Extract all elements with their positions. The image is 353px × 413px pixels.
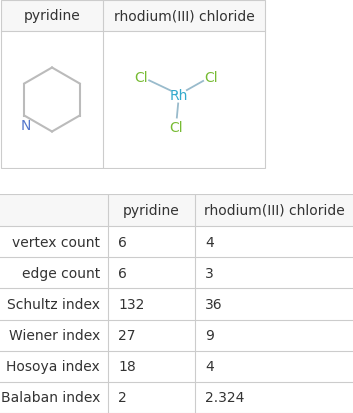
Text: 2: 2 bbox=[118, 390, 127, 404]
Text: N: N bbox=[21, 118, 31, 132]
Text: Balaban index: Balaban index bbox=[1, 390, 100, 404]
Text: Wiener index: Wiener index bbox=[9, 328, 100, 342]
Text: rhodium(III) chloride: rhodium(III) chloride bbox=[114, 9, 255, 23]
Text: 36: 36 bbox=[205, 297, 223, 311]
Text: 2.324: 2.324 bbox=[205, 390, 244, 404]
Text: 4: 4 bbox=[205, 359, 214, 373]
Bar bbox=[0, 195, 353, 226]
Text: edge count: edge count bbox=[22, 266, 100, 280]
Text: vertex count: vertex count bbox=[12, 235, 100, 249]
Text: 27: 27 bbox=[118, 328, 136, 342]
Text: Rh: Rh bbox=[170, 88, 188, 102]
Text: 4: 4 bbox=[205, 235, 214, 249]
Text: Cl: Cl bbox=[204, 70, 218, 84]
Text: 18: 18 bbox=[118, 359, 136, 373]
Text: Hosoya index: Hosoya index bbox=[6, 359, 100, 373]
Text: 132: 132 bbox=[118, 297, 144, 311]
Text: 6: 6 bbox=[118, 266, 127, 280]
Text: pyridine: pyridine bbox=[123, 204, 180, 218]
Text: Cl: Cl bbox=[169, 120, 183, 134]
Text: Cl: Cl bbox=[134, 70, 148, 84]
Text: rhodium(III) chloride: rhodium(III) chloride bbox=[204, 204, 345, 218]
Text: Schultz index: Schultz index bbox=[7, 297, 100, 311]
Text: 9: 9 bbox=[205, 328, 214, 342]
Text: 3: 3 bbox=[205, 266, 214, 280]
Text: pyridine: pyridine bbox=[24, 9, 80, 23]
Text: 6: 6 bbox=[118, 235, 127, 249]
Bar bbox=[1, 1, 265, 32]
Bar bbox=[1, 1, 265, 169]
